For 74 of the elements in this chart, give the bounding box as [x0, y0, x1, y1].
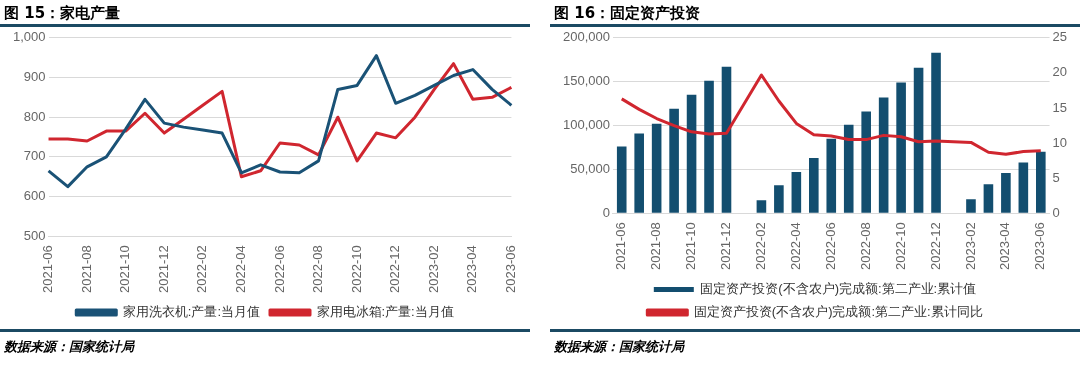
bar — [704, 80, 714, 213]
bar — [756, 200, 767, 213]
x-tick-label: 2021-12 — [155, 245, 171, 294]
x-tick-label: 2021-10 — [117, 245, 133, 294]
x-tick-label: 2022-04 — [232, 245, 248, 294]
x-tick-label: 2021-06 — [40, 245, 56, 294]
source-note: 数据来源：国家统计局 — [550, 329, 1080, 358]
bar — [843, 124, 854, 213]
legend-label: 家用电冰箱:产量:当月值 — [316, 304, 454, 320]
legend-label: 固定资产投资(不含农户)完成额:第二产业:累计值 — [700, 281, 977, 297]
bar — [721, 66, 732, 213]
x-tick-label: 2022-10 — [892, 222, 908, 271]
bar — [1036, 151, 1046, 213]
bar — [616, 146, 627, 213]
bar — [1018, 162, 1029, 213]
bar — [1001, 172, 1011, 213]
x-tick-label: 2022-06 — [271, 245, 287, 294]
x-tick-label: 2022-12 — [387, 245, 403, 294]
x-tick-label: 2021-08 — [78, 245, 94, 294]
y-tick-label: 50,000 — [570, 161, 610, 176]
bar — [878, 97, 889, 213]
x-tick-label: 2022-12 — [927, 222, 943, 271]
x-tick-label: 2023-02 — [962, 222, 978, 271]
bar — [686, 94, 697, 213]
y-tick-label: 1,000 — [12, 29, 46, 45]
y-tick-label: 700 — [23, 148, 46, 164]
bar — [913, 67, 924, 213]
x-tick-label: 2023-04 — [997, 222, 1013, 271]
y2-tick-label: 0 — [1052, 204, 1060, 220]
x-tick-label: 2022-02 — [194, 245, 210, 294]
bar — [983, 184, 994, 213]
bar — [931, 52, 941, 213]
y-tick-label: 800 — [23, 108, 46, 124]
x-tick-label: 2023-06 — [502, 245, 518, 294]
y-tick-label: 900 — [23, 69, 46, 85]
bar — [896, 82, 906, 213]
y-tick-label: 200,000 — [562, 29, 610, 45]
legend-label: 家用洗衣机:产量:当月值 — [122, 304, 261, 320]
y-tick-label: 0 — [602, 204, 610, 220]
chart-title: 图 16：固定资产投资 — [550, 2, 1080, 27]
y2-tick-label: 15 — [1052, 99, 1068, 115]
bar — [809, 158, 819, 213]
x-tick-label: 2023-04 — [464, 245, 480, 294]
x-tick-label: 2021-12 — [718, 222, 734, 271]
legend-label: 固定资产投资(不含农户)完成额:第二产业:累计同比 — [693, 304, 983, 320]
y2-tick-label: 5 — [1052, 169, 1060, 185]
bar — [861, 111, 871, 213]
chart-title: 图 15：家电产量 — [0, 2, 530, 27]
bar — [791, 172, 802, 213]
x-tick-label: 2022-04 — [787, 222, 803, 271]
y-tick-label: 600 — [23, 188, 46, 204]
y-tick-label: 100,000 — [562, 117, 610, 133]
x-tick-label: 2022-02 — [753, 222, 768, 271]
x-tick-label: 2022-08 — [857, 222, 873, 271]
x-tick-label: 2022-10 — [348, 245, 364, 294]
y2-tick-label: 10 — [1052, 134, 1068, 150]
y-tick-label: 500 — [23, 227, 46, 243]
bar — [651, 123, 662, 213]
y2-tick-label: 20 — [1052, 64, 1068, 80]
bar — [669, 108, 679, 213]
x-tick-label: 2022-08 — [310, 245, 326, 294]
x-tick-label: 2021-06 — [613, 222, 629, 271]
bar — [774, 185, 784, 213]
y2-tick-label: 25 — [1052, 29, 1068, 45]
bar — [826, 138, 837, 213]
x-tick-label: 2021-08 — [648, 222, 664, 271]
y-tick-label: 150,000 — [562, 73, 610, 89]
x-tick-label: 2023-02 — [425, 245, 441, 294]
bar — [634, 133, 644, 213]
x-tick-label: 2022-06 — [822, 222, 838, 271]
x-tick-label: 2021-10 — [683, 222, 699, 271]
source-note: 数据来源：国家统计局 — [0, 329, 530, 358]
bar — [966, 199, 976, 213]
x-tick-label: 2023-06 — [1032, 222, 1048, 271]
